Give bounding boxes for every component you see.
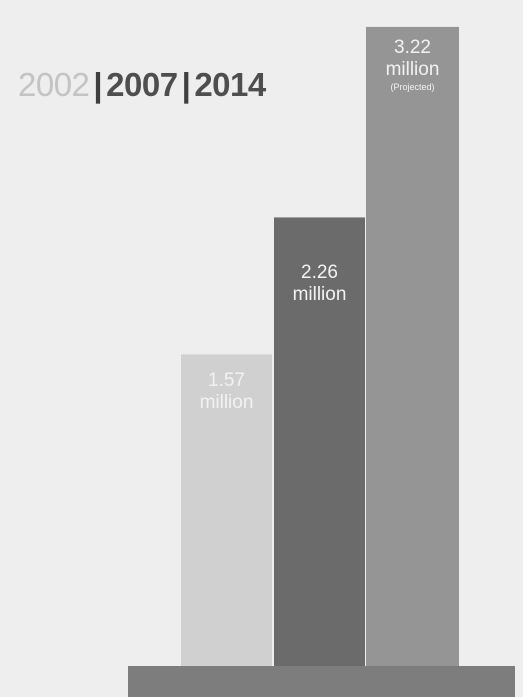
data-label-note: (Projected) <box>390 81 435 92</box>
data-label-2014: 3.22 million (Projected) <box>366 37 459 92</box>
legend-item-2002: 2002 <box>18 66 90 103</box>
data-label-unit: million <box>199 391 254 413</box>
data-label-value: 2.26 <box>301 262 338 283</box>
bar-2002 <box>181 354 272 666</box>
legend-item-2014: 2014 <box>194 66 266 103</box>
data-label-value: 3.22 <box>394 37 431 58</box>
data-label-unit: million <box>385 58 440 80</box>
bar-2014 <box>366 26 459 667</box>
data-label-unit: million <box>292 283 347 305</box>
legend-separator: | <box>93 66 103 103</box>
data-label-2002: 1.57 million <box>181 370 272 414</box>
chart-legend: 2002 | 2007 | 2014 <box>18 66 266 104</box>
data-label-value: 1.57 <box>208 370 245 391</box>
legend-item-2007: 2007 <box>106 66 178 103</box>
chart-base <box>128 666 515 697</box>
bar-2007 <box>274 217 365 666</box>
data-label-2007: 2.26 million <box>274 262 365 306</box>
legend-separator: | <box>181 66 191 103</box>
